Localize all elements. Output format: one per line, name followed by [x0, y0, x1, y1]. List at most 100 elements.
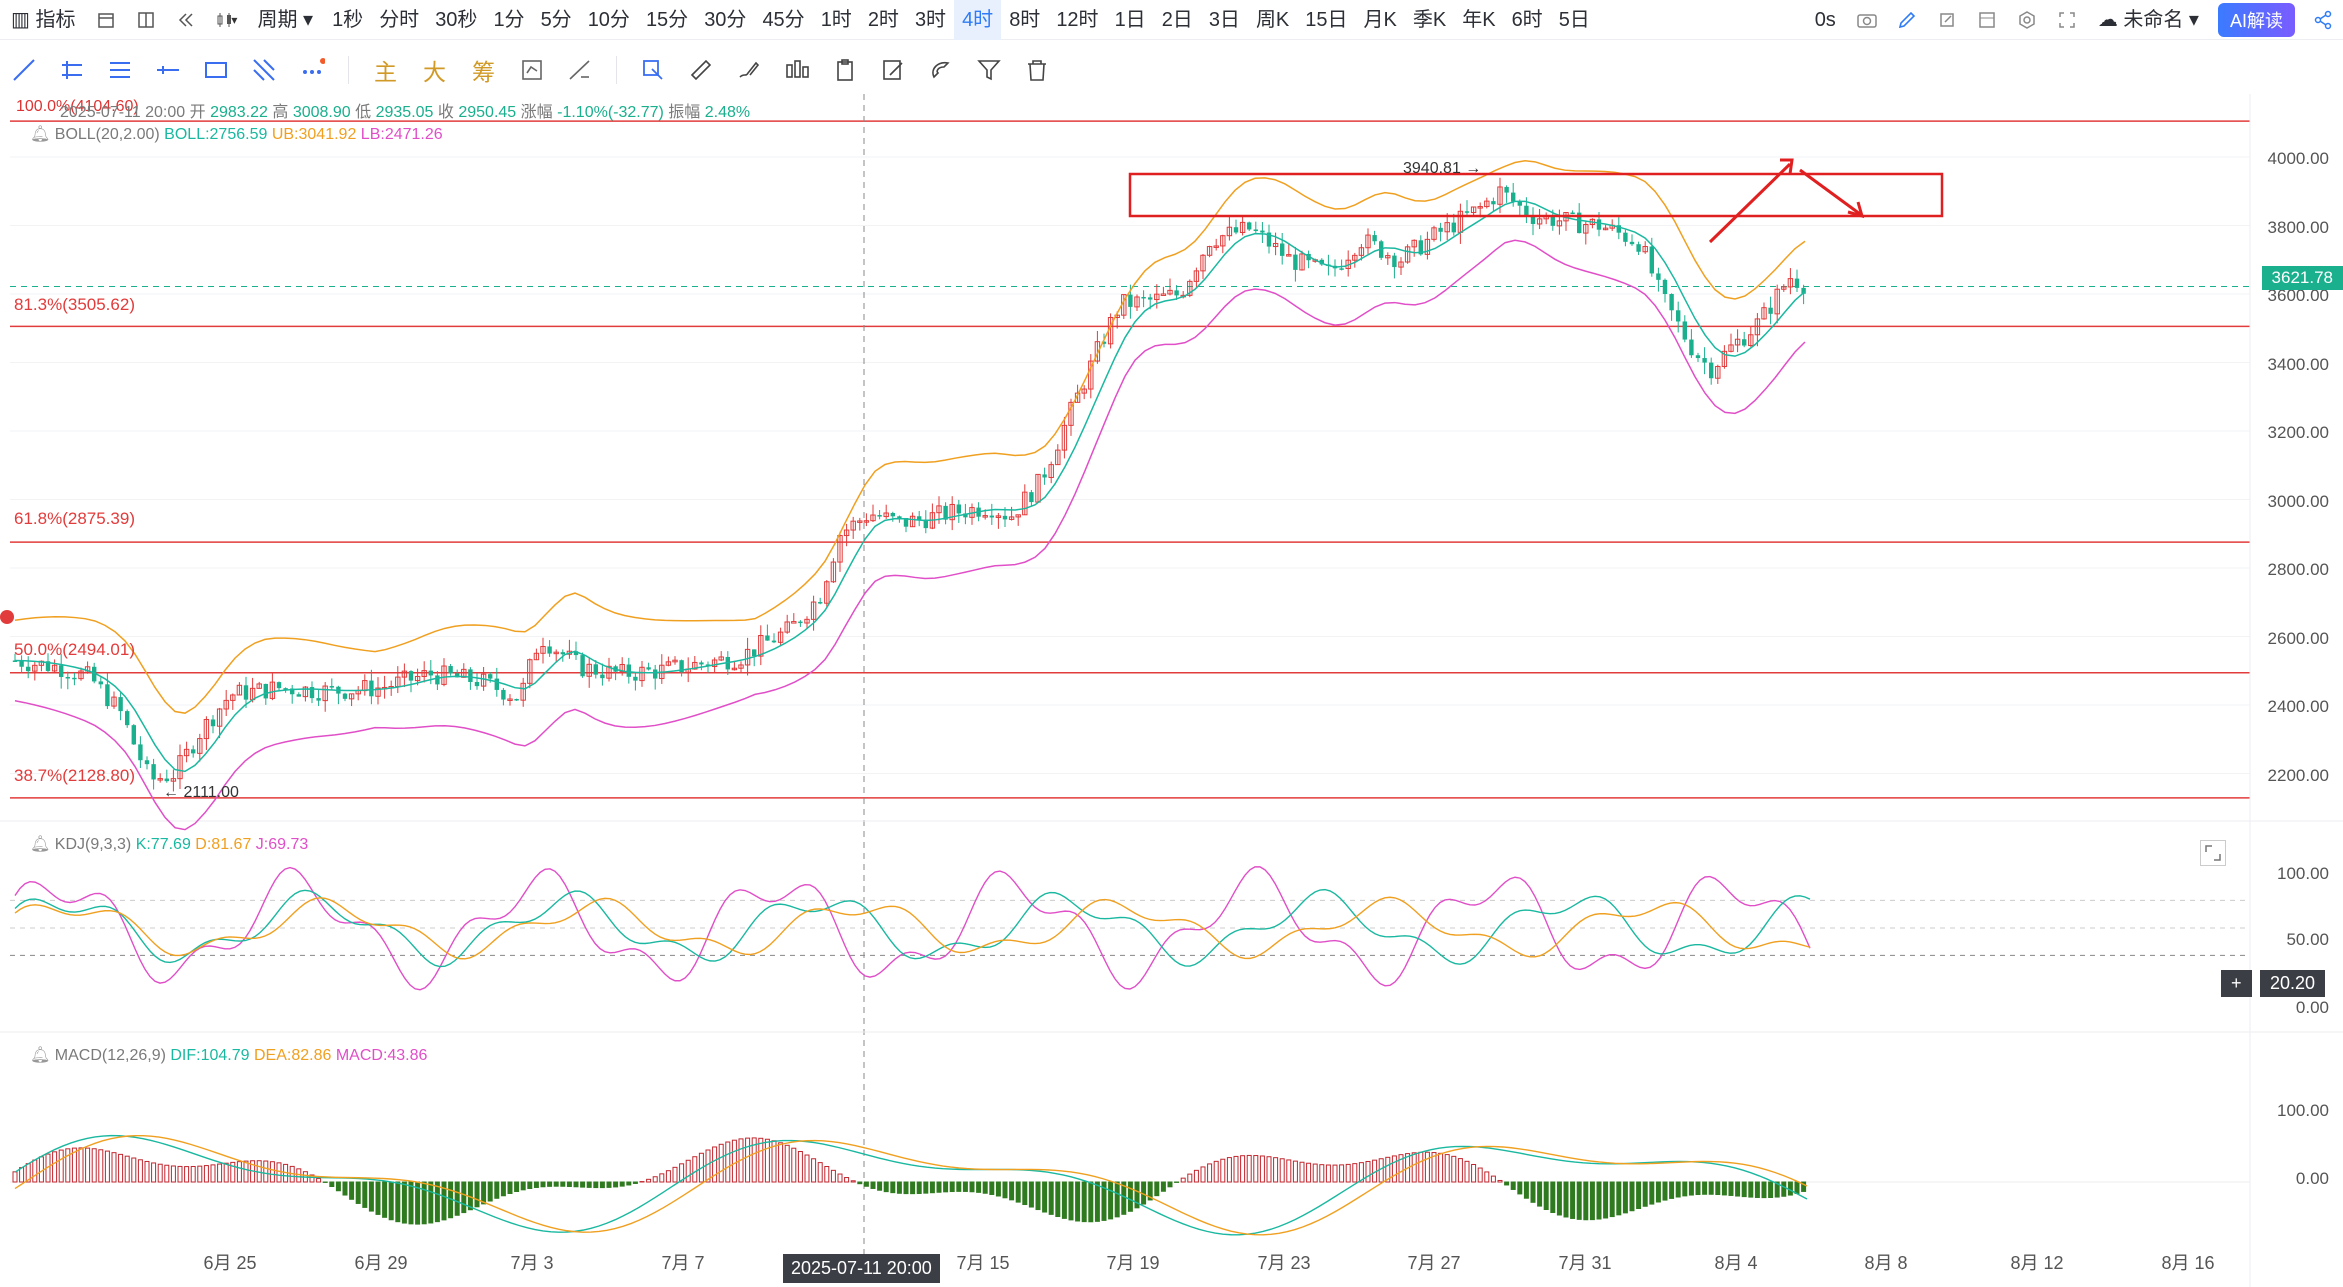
pen-icon[interactable] [1896, 9, 1918, 31]
macd-histogram-bar [896, 1181, 902, 1194]
period-22[interactable]: 年K [1462, 8, 1496, 31]
chip-button[interactable]: 筹 [472, 59, 495, 85]
period-13[interactable]: 8时 [1009, 8, 1041, 31]
edit-note-icon[interactable] [878, 55, 908, 85]
macd-histogram-bar [1154, 1181, 1160, 1197]
macd-histogram-bar [1279, 1158, 1285, 1183]
macd-histogram-bar [705, 1149, 711, 1183]
candle-body-down [1629, 241, 1635, 245]
period-6[interactable]: 15分 [645, 8, 689, 31]
period-4[interactable]: 5分 [540, 8, 572, 31]
period-24[interactable]: 5日 [1558, 8, 1590, 31]
candle-body-down [138, 744, 143, 761]
candle-type-icon[interactable]: ▾ [215, 9, 237, 31]
kline-chart-canvas[interactable] [0, 94, 2343, 1287]
period-dropdown[interactable]: 周期 ▾ [257, 8, 314, 31]
candle-compare-icon[interactable] [782, 55, 812, 85]
calendar-icon[interactable] [95, 9, 117, 31]
macd-histogram-bar [71, 1147, 77, 1183]
layout-name-dropdown[interactable]: ☁ 未命名 ▾ [2097, 9, 2199, 31]
macd-histogram-bar [1530, 1181, 1536, 1203]
crosshair-plus[interactable]: + [2221, 970, 2252, 997]
magnet-icon[interactable] [926, 55, 956, 85]
candle-body-down [45, 661, 51, 671]
macd-histogram-bar [613, 1181, 619, 1188]
period-7[interactable]: 30分 [704, 8, 747, 31]
chart-area[interactable]: 100.0%(4104.60) 2025-07-11 20:00 开 2983.… [0, 94, 2343, 1287]
candle-body-down [428, 670, 433, 676]
template-icon[interactable] [1976, 9, 1998, 31]
annotation-arrow-down [1799, 168, 1861, 216]
candle-body-up [461, 668, 467, 678]
candle-body-up [236, 684, 243, 696]
macd-histogram-bar [190, 1165, 196, 1183]
clipboard-icon[interactable] [830, 55, 860, 85]
macd-histogram-bar [679, 1163, 685, 1183]
period-19[interactable]: 15日 [1305, 8, 1348, 31]
select-tool-icon[interactable] [638, 55, 668, 85]
date-tick-label: 6月 29 [354, 1253, 408, 1273]
line-tool-icon[interactable] [9, 55, 39, 85]
period-14[interactable]: 12时 [1056, 8, 1099, 31]
period-17[interactable]: 3日 [1208, 8, 1240, 31]
bell-icon[interactable]: 🔔︎ [30, 836, 51, 853]
main-indicator-button[interactable]: 主 [374, 59, 397, 85]
period-3[interactable]: 1分 [493, 8, 525, 31]
macd-histogram-bar [177, 1165, 183, 1183]
trash-icon[interactable] [1022, 55, 1052, 85]
filter-icon[interactable] [974, 55, 1004, 85]
period-1[interactable]: 分时 [379, 8, 420, 31]
bell-icon[interactable]: 🔔︎ [30, 126, 51, 143]
macd-histogram-bar [1497, 1179, 1503, 1183]
ai-interpret-button[interactable]: AI解读 [2217, 3, 2295, 37]
period-16[interactable]: 2日 [1161, 8, 1193, 31]
macd-histogram-bar [1662, 1181, 1668, 1201]
parallel-line-icon[interactable] [57, 55, 87, 85]
period-2[interactable]: 30秒 [435, 8, 478, 31]
macd-histogram-bar [230, 1161, 236, 1183]
more-tools-icon[interactable] [297, 55, 327, 85]
share-icon[interactable] [2312, 9, 2334, 31]
macd-histogram-bar [1259, 1155, 1265, 1183]
brush-icon[interactable] [734, 55, 764, 85]
fullscreen-icon[interactable] [2056, 9, 2078, 31]
period-5[interactable]: 10分 [587, 8, 630, 31]
period-9[interactable]: 1时 [820, 8, 852, 31]
indicator-button[interactable]: ▥ 指标 [11, 8, 76, 31]
rectangle-tool-icon[interactable] [201, 55, 231, 85]
candle-body-down [765, 635, 770, 641]
multi-line-icon[interactable] [105, 55, 135, 85]
period-8[interactable]: 45分 [762, 8, 805, 31]
period-23[interactable]: 6时 [1511, 8, 1543, 31]
macd-histogram-bar [1365, 1160, 1371, 1183]
fib-tool-icon[interactable] [249, 55, 279, 85]
date-tick-label: 7月 27 [1407, 1253, 1461, 1273]
period-12[interactable]: 4时 [954, 0, 1002, 40]
export-icon[interactable] [1936, 9, 1958, 31]
bell-icon[interactable]: 🔔︎ [30, 1047, 51, 1064]
period-20[interactable]: 月K [1363, 8, 1397, 31]
big-order-button[interactable]: 大 [423, 59, 446, 85]
candle-body-down [1280, 243, 1285, 256]
period-11[interactable]: 3时 [914, 8, 947, 31]
period-15[interactable]: 1日 [1114, 8, 1146, 31]
rewind-icon[interactable] [175, 9, 197, 31]
ruler-icon[interactable] [686, 55, 716, 85]
macd-histogram-bar [989, 1181, 995, 1195]
alert-dot[interactable] [0, 610, 14, 624]
macd-histogram-bar [1451, 1155, 1457, 1183]
toolbar-divider [348, 56, 349, 84]
period-10[interactable]: 2时 [867, 8, 899, 31]
layout-icon[interactable] [135, 9, 157, 31]
expand-pane-icon[interactable] [2200, 840, 2226, 866]
settings-icon[interactable] [2016, 9, 2038, 31]
candle-body-up [744, 648, 751, 666]
macd-histogram-bar [1226, 1157, 1232, 1183]
period-18[interactable]: 周K [1255, 8, 1290, 31]
horizontal-line-icon[interactable] [153, 55, 183, 85]
camera-icon[interactable] [1856, 9, 1878, 31]
lock-draw-icon[interactable] [565, 55, 595, 85]
compare-icon[interactable] [517, 55, 547, 85]
period-0[interactable]: 1秒 [332, 8, 364, 31]
period-21[interactable]: 季K [1412, 8, 1447, 31]
